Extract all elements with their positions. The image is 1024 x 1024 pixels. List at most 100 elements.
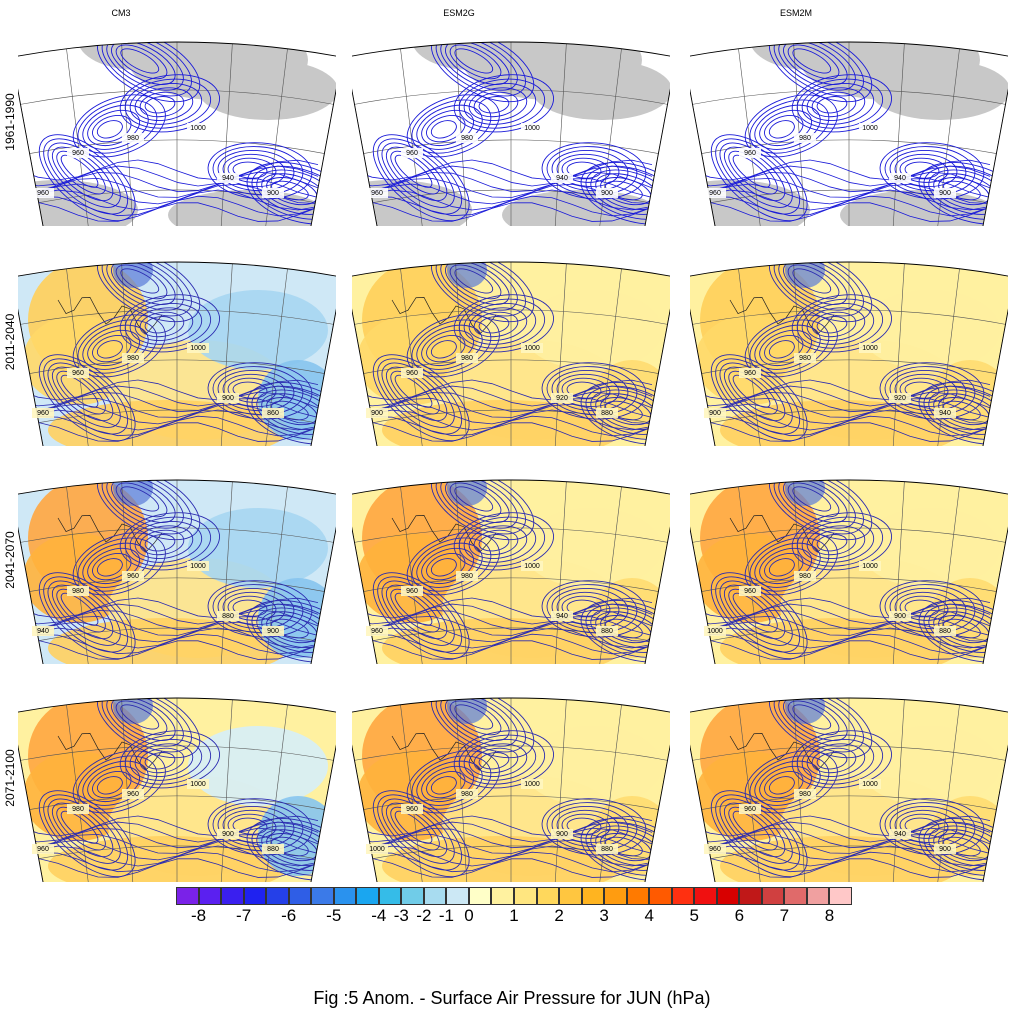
contour-label: 1000 [524,563,540,570]
contour-label: 960 [709,190,721,197]
contour-label-bg [401,804,423,814]
contour-label: 900 [939,190,951,197]
map-panel-grid: CM3 ESM2G ESM2M 1961-1990 2011-2040 2041-2070… [3,8,1008,882]
colorbar-swatch [243,887,267,905]
colorbar-tick-label: 2 [554,906,564,925]
contour-label: 860 [267,410,279,417]
contour-label-bg [217,829,239,839]
colorbar-swatch [378,887,402,905]
contour-label-bg [67,804,89,814]
contour-label: 900 [222,395,234,402]
colorbar-swatch [559,887,582,905]
contour-label: 1000 [862,345,878,352]
colorbar-swatch [176,887,199,905]
contour-label: 960 [709,846,721,853]
contour-label-bg [739,148,761,158]
colorbar-tick-label: -6 [281,906,297,925]
map-panel: 1000 980 960 920 940 900 [690,261,1008,446]
map-panel: 1000 960 980 880 900 940 [18,479,336,664]
colorbar-swatch [806,887,830,905]
contour-label: 1000 [524,345,540,352]
contour-label: 980 [799,791,811,798]
colorbar-swatch [829,887,852,905]
colorbar-swatch [446,887,469,905]
contour-label: 900 [556,831,568,838]
colorbar-swatch [649,887,672,905]
contour-label-bg [366,408,388,418]
contour-label-bg [521,123,543,133]
colorbar-tick-label: 7 [779,906,790,925]
contour-label-bg [262,844,284,854]
contour-label-bg [551,829,573,839]
contour-label-bg [32,844,54,854]
contour-label: 960 [371,190,383,197]
contour-label-bg [704,844,726,854]
contour-label-bg [934,408,956,418]
column-title: CM3 [111,8,131,18]
contour-label-bg [67,148,89,158]
colorbar-tick-label: 4 [644,906,654,925]
contour-label: 960 [72,370,84,377]
contour-label-bg [704,188,726,198]
contour-label-bg [122,571,144,581]
contour-label-bg [551,173,573,183]
contour-label-bg [794,789,816,799]
contour-label-bg [456,789,478,799]
contour-label: 960 [37,846,49,853]
contour-label: 960 [72,150,84,157]
colorbar-swatch [198,887,222,905]
contour-label-bg [366,188,388,198]
contour-label: 880 [601,410,613,417]
contour-label-bg [122,789,144,799]
contour-label-bg [739,804,761,814]
contour-label: 940 [556,613,568,620]
contour-label: 1000 [190,781,206,788]
contour-label: 1000 [190,125,206,132]
contour-label: 1000 [190,345,206,352]
contour-label: 980 [72,806,84,813]
contour-label: 960 [127,791,139,798]
contour-label-bg [67,368,89,378]
colorbar-tick-label: 6 [734,906,745,925]
contour-label-bg [401,148,423,158]
contour-label-bg [217,611,239,621]
contour-label: 980 [127,135,139,142]
contour-label: 900 [371,410,383,417]
contour-label-bg [521,561,543,571]
contour-label: 1000 [524,125,540,132]
contour-label: 980 [127,355,139,362]
contour-label: 980 [799,573,811,580]
contour-label-bg [32,188,54,198]
colorbar-swatch [671,887,695,905]
contour-label-bg [889,393,911,403]
colorbar-swatch [401,887,424,905]
row-label: 1961-1990 [3,93,17,151]
contour-label: 960 [37,410,49,417]
contour-label-bg [704,408,726,418]
colorbar-swatch [311,887,334,905]
colorbar-swatch [491,887,514,905]
contour-label-bg [794,133,816,143]
colorbar-tick-label: 3 [599,906,609,925]
figure-caption: Fig :5 Anom. - Surface Air Pressure for … [313,988,711,1008]
contour-label-bg [32,626,54,636]
contour-label: 960 [744,588,756,595]
row-label: 2041-2070 [3,531,17,589]
map-panel: 1000 980 960 900 880 1000 [352,697,670,882]
contour-label-bg [187,343,209,353]
colorbar-swatch [468,887,492,905]
colorbar-swatch [288,887,312,905]
contour-label-bg [521,343,543,353]
contour-label-bg [32,408,54,418]
contour-label: 1000 [862,781,878,788]
contour-label: 980 [461,573,473,580]
colorbar-tick-label: -2 [416,906,432,925]
contour-label: 960 [406,588,418,595]
contour-label: 940 [556,175,568,182]
contour-label: 980 [461,791,473,798]
contour-label: 940 [894,175,906,182]
contour-label: 940 [894,831,906,838]
contour-label-bg [262,188,284,198]
contour-label-bg [889,173,911,183]
contour-label: 1000 [707,628,723,635]
